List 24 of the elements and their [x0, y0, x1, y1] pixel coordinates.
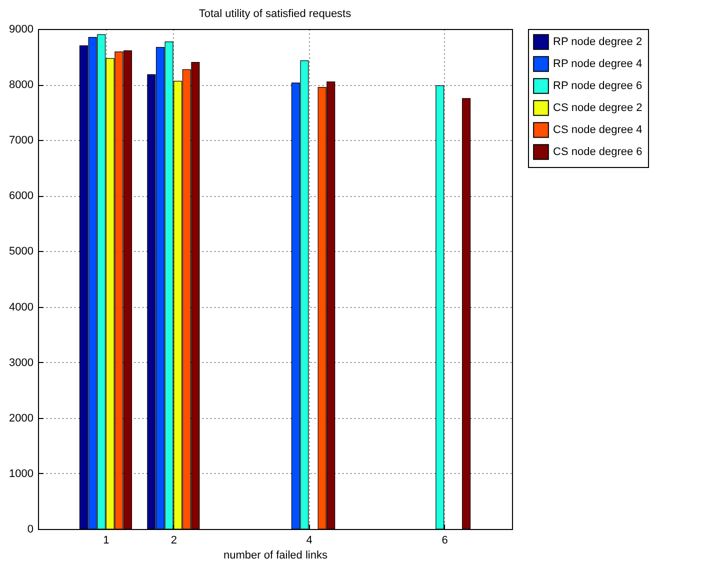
legend-label: RP node degree 6	[553, 80, 642, 92]
y-tick-label: 5000	[9, 246, 34, 258]
chart-title: Total utility of satisfied requests	[198, 8, 352, 20]
legend-label: CS node degree 2	[553, 102, 642, 114]
x-tick-label: 4	[306, 534, 312, 546]
x-tick-label: 1	[103, 534, 110, 546]
y-tick-label: 3000	[9, 356, 34, 369]
y-tick-label: 7000	[9, 134, 34, 147]
y-tick-label: 8000	[9, 79, 34, 92]
legend-label: RP node degree 4	[553, 58, 642, 70]
y-tick-label: 6000	[9, 190, 34, 202]
x-tick-label: 2	[170, 534, 177, 546]
y-tick-label: 2000	[9, 412, 34, 424]
y-tick-label: 0	[27, 524, 34, 536]
bar	[462, 98, 471, 530]
x-tick-label: 6	[442, 534, 448, 546]
y-tick-label: 1000	[9, 468, 34, 480]
y-tick-label: 4000	[9, 301, 34, 314]
legend-label: CS node degree 6	[553, 146, 642, 158]
bar	[436, 85, 444, 530]
legend-label: RP node degree 2	[553, 36, 642, 48]
x-axis-title: number of failed links	[224, 550, 328, 562]
legend-label: CS node degree 4	[553, 124, 642, 136]
y-tick-label: 9000	[9, 24, 34, 36]
